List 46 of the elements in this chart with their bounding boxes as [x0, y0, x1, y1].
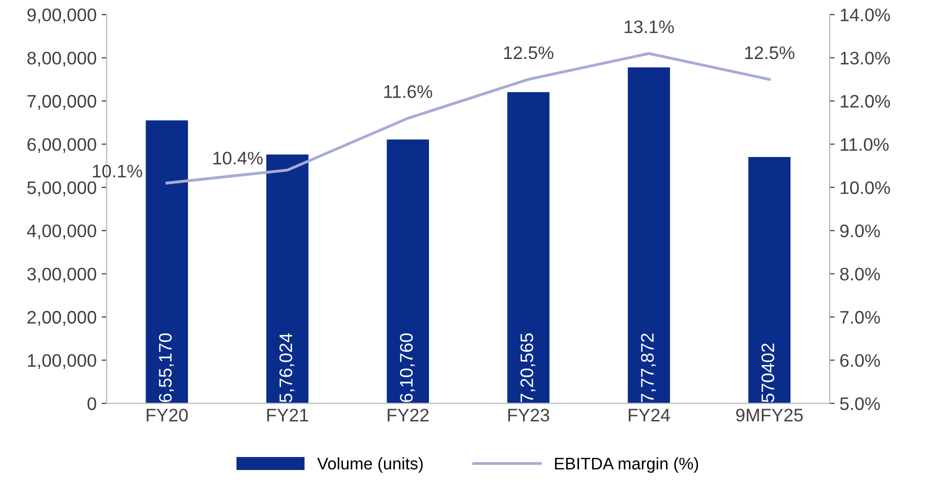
y2-tick-label: 11.0% [840, 138, 889, 151]
bar [748, 156, 790, 404]
y2-tick-label: 13.0% [840, 52, 890, 64]
y-tick-label: 0 [88, 397, 96, 410]
y2-tick-label: 8.0% [840, 268, 880, 280]
y-tick-label: 6,00,000 [28, 138, 96, 154]
y2-tick-label: 5.0% [840, 397, 880, 410]
data-label: 10.4% [213, 152, 263, 165]
bar [266, 154, 308, 404]
x-tick-label: FY22 [388, 408, 429, 422]
x-tick-label: FY21 [267, 408, 308, 422]
data-label: 11.6% [384, 85, 432, 98]
y-tick-label: 7,00,000 [28, 94, 96, 110]
data-label: 10.1% [92, 164, 142, 178]
data-label: 5,76,024 [279, 333, 294, 402]
x-tick-label: FY23 [508, 408, 550, 422]
y-tick-label: 1,00,000 [28, 354, 96, 370]
y-tick-label: 4,00,000 [27, 224, 96, 240]
data-label: 13.1% [624, 20, 674, 34]
data-label: 6,10,760 [400, 333, 415, 402]
data-label: 6,55,170 [158, 333, 174, 402]
legend-label: Volume (units) [317, 457, 423, 473]
data-label: 570402 [761, 344, 774, 402]
y2-tick-label: 6.0% [840, 354, 880, 367]
y-tick-label: 2,00,000 [28, 310, 96, 326]
y-tick-label: 5,00,000 [27, 181, 96, 196]
y-tick-label: 9,00,000 [27, 8, 96, 24]
data-label: 12.5% [504, 46, 554, 60]
bar [507, 92, 550, 404]
y-tick-label: 8,00,000 [27, 52, 96, 67]
y2-tick-label: 14.0% [840, 8, 890, 22]
y2-tick-label: 9.0% [840, 224, 880, 238]
data-label: 7,20,565 [520, 333, 536, 402]
x-tick-label: FY24 [628, 408, 670, 422]
bar [386, 140, 429, 404]
data-label: 12.5% [745, 46, 794, 60]
x-tick-label: FY20 [146, 408, 188, 422]
y-tick-label: 3,00,000 [27, 268, 96, 283]
y2-tick-label: 12.0% [840, 94, 890, 108]
legend-label: EBITDA margin (%) [555, 457, 698, 473]
data-label: 7,77,872 [640, 334, 656, 402]
y2-tick-label: 7.0% [840, 310, 880, 324]
y2-tick-label: 10.0% [840, 181, 890, 194]
bar [146, 120, 188, 404]
bar [628, 67, 670, 404]
x-tick-label: 9MFY25 [736, 408, 803, 422]
